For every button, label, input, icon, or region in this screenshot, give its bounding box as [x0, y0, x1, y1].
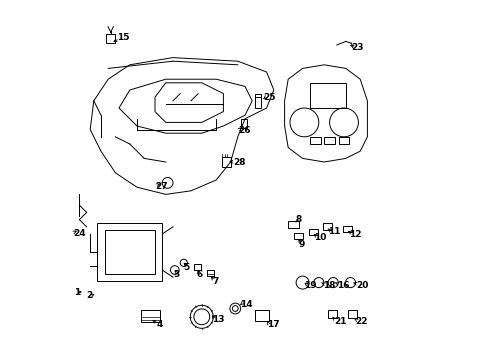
Text: 24: 24 — [73, 229, 86, 238]
Bar — [294, 233, 303, 239]
Text: 2: 2 — [87, 292, 93, 300]
Text: 23: 23 — [351, 43, 364, 52]
Bar — [104, 230, 155, 274]
Text: 6: 6 — [197, 270, 203, 279]
Text: 18: 18 — [323, 281, 335, 289]
Text: 15: 15 — [117, 33, 130, 42]
Text: 4: 4 — [157, 320, 163, 329]
Bar — [310, 137, 320, 144]
Bar — [310, 83, 346, 108]
Bar — [221, 157, 231, 167]
Bar — [194, 264, 201, 270]
Text: 12: 12 — [349, 230, 362, 239]
Text: 26: 26 — [238, 126, 250, 135]
Bar — [324, 137, 335, 144]
Text: 3: 3 — [173, 270, 179, 279]
Text: 20: 20 — [356, 281, 368, 289]
Text: 7: 7 — [212, 277, 218, 286]
Bar — [255, 94, 261, 108]
Bar — [207, 270, 215, 276]
Text: 9: 9 — [298, 240, 305, 248]
Text: 5: 5 — [183, 263, 189, 272]
Bar — [242, 119, 247, 128]
Text: 14: 14 — [240, 300, 253, 309]
Text: 21: 21 — [334, 317, 347, 325]
Text: 16: 16 — [338, 281, 350, 289]
Text: 19: 19 — [304, 281, 317, 289]
Text: 10: 10 — [315, 233, 327, 242]
Bar — [343, 226, 352, 232]
Text: 27: 27 — [155, 182, 168, 191]
Text: 28: 28 — [233, 158, 246, 167]
Bar — [106, 34, 116, 43]
Text: 17: 17 — [267, 320, 279, 329]
Bar — [141, 310, 160, 322]
Text: 1: 1 — [74, 288, 80, 297]
Text: 8: 8 — [295, 215, 302, 224]
Bar — [255, 310, 269, 321]
Text: 13: 13 — [212, 315, 224, 324]
Text: 22: 22 — [356, 317, 368, 325]
Bar — [339, 137, 349, 144]
Bar — [309, 229, 318, 235]
Text: 11: 11 — [328, 227, 340, 236]
Bar — [288, 221, 299, 228]
Bar — [328, 310, 337, 318]
Bar — [323, 223, 333, 230]
Bar — [347, 310, 357, 318]
Text: 25: 25 — [264, 94, 276, 103]
